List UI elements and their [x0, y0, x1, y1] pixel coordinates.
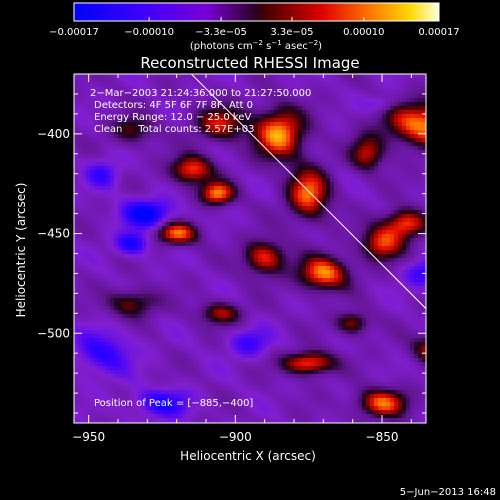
colorbar-tick-label: 0.00017 — [418, 27, 459, 38]
info-line-energy: Energy Range: 12.0 − 25.0 keV — [94, 112, 251, 123]
peak-position: Position of Peak = [−885,−400] — [94, 398, 253, 409]
plot-frame — [73, 73, 427, 424]
info-line-detectors: Detectors: 4F 5F 6F 7F 8F, Att 0 — [94, 100, 253, 111]
footer-date: 5−Jun−2013 16:48 — [400, 487, 496, 498]
colorbar — [73, 2, 440, 22]
x-axis-label: Heliocentric X (arcsec) — [180, 449, 316, 463]
y-tick-label: −500 — [37, 326, 70, 340]
chart-title: Reconstructed RHESSI Image — [140, 54, 359, 72]
y-tick-label: −400 — [37, 127, 70, 141]
x-tick-label: −950 — [72, 430, 105, 444]
colorbar-tick-label: −0.00017 — [49, 27, 99, 38]
info-line-clean: Clean Total counts: 2.57E+03 — [94, 124, 254, 135]
y-tick-label: −450 — [37, 227, 70, 241]
colorbar-unit: (photons cm−2 s−1 asec−2) — [190, 39, 322, 52]
info-line-time: 2−Mar−2003 21:24:36.000 to 21:27:50.000 — [90, 88, 311, 99]
limb-line — [190, 74, 426, 310]
heatmap-image — [74, 74, 426, 423]
x-tick-label: −850 — [366, 430, 399, 444]
x-tick-label: −900 — [219, 430, 252, 444]
colorbar-tick-label: 3.3e−05 — [270, 27, 313, 38]
colorbar-tick-label: −0.00010 — [124, 27, 174, 38]
y-axis-label: Heliocentric Y (arcsec) — [14, 183, 28, 318]
colorbar-tick-label: 0.00010 — [343, 27, 384, 38]
colorbar-tick-label: −3.3e−05 — [195, 27, 247, 38]
info-block: 2−Mar−2003 21:24:36.000 to 21:27:50.000 … — [90, 88, 311, 135]
